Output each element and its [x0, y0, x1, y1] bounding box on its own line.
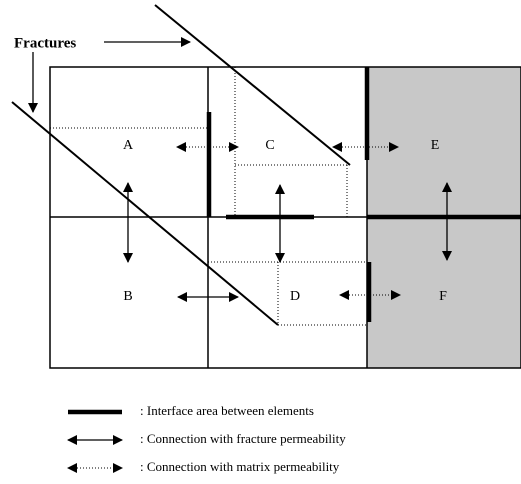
connections	[123, 142, 452, 302]
legend-label: : Interface area between elements	[140, 403, 314, 418]
element-label: E	[431, 138, 440, 153]
legend: : Interface area between elements : Conn…	[67, 403, 346, 474]
fractures	[11, 4, 351, 326]
element-labels: A B C D E F	[123, 138, 447, 304]
legend-label: : Connection with fracture permeability	[140, 431, 346, 446]
callout: Fractures	[14, 35, 191, 113]
callout-label: Fractures	[14, 35, 76, 51]
element-label: A	[123, 138, 134, 153]
legend-label: : Connection with matrix permeability	[140, 459, 340, 474]
fracture	[154, 4, 351, 166]
element-label: F	[439, 289, 447, 304]
element-label: C	[265, 138, 274, 153]
fracture	[11, 101, 279, 326]
element-label: D	[290, 289, 300, 304]
element-label: B	[123, 289, 132, 304]
